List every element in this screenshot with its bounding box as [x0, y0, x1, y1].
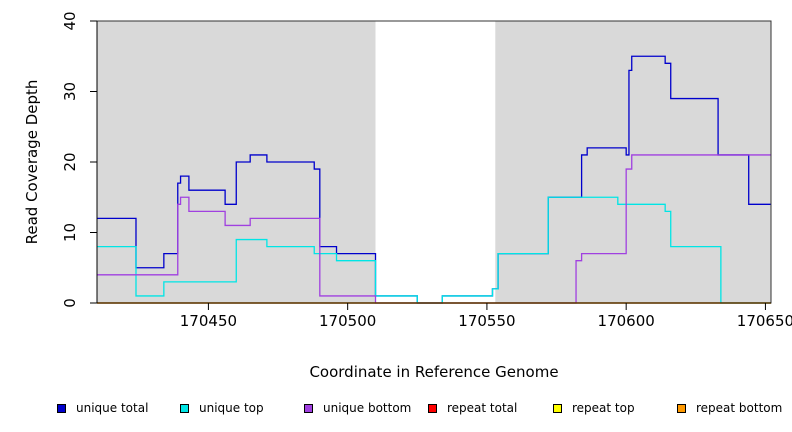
axes: 170450 170500 170550 170600 170650 0 10 20 30 40: [61, 11, 792, 330]
legend-swatch: [57, 403, 66, 413]
legend-item-unique-bottom: unique bottom: [304, 401, 411, 415]
shaded-region-1: [495, 21, 771, 303]
legend-swatch: [428, 403, 437, 413]
legend-swatch: [304, 403, 313, 413]
y-tick-label: 30: [61, 82, 79, 101]
y-tick-label: 0: [61, 298, 79, 308]
legend-label: unique bottom: [323, 401, 412, 415]
shaded-regions: [97, 21, 771, 303]
y-axis-label: Read Coverage Depth: [23, 80, 41, 245]
legend-swatch: [553, 403, 562, 413]
series-line-unique-bottom: [97, 154, 771, 304]
coverage-chart: 170450 170500 170550 170600 170650010203040 …: [23, 11, 792, 381]
legend-label: repeat top: [572, 401, 635, 415]
x-tick-label: 170450: [180, 312, 237, 330]
legend-item-unique-top: unique top: [180, 401, 264, 415]
legend-item-unique-total: unique total: [57, 401, 148, 415]
y-tick-label: 10: [61, 223, 79, 242]
legend-label: unique total: [76, 401, 149, 415]
y-tick-label: 40: [61, 11, 79, 30]
y-tick-label: 20: [61, 152, 79, 171]
legend-item-repeat-bottom: repeat bottom: [677, 401, 782, 415]
legend-swatch: [677, 403, 686, 413]
legend: unique total unique top unique bottom repea…: [0, 401, 792, 417]
legend-label: unique top: [199, 401, 264, 415]
legend-label: repeat total: [447, 401, 518, 415]
x-tick-label: 170500: [319, 312, 376, 330]
x-tick-label: 170600: [598, 312, 655, 330]
legend-item-repeat-total: repeat total: [428, 401, 517, 415]
legend-swatch: [180, 403, 189, 413]
legend-label: repeat bottom: [696, 401, 783, 415]
x-axis-label: Coordinate in Reference Genome: [309, 363, 558, 381]
x-tick-label: 170650: [737, 312, 792, 330]
legend-item-repeat-top: repeat top: [553, 401, 635, 415]
x-tick-label: 170550: [458, 312, 515, 330]
